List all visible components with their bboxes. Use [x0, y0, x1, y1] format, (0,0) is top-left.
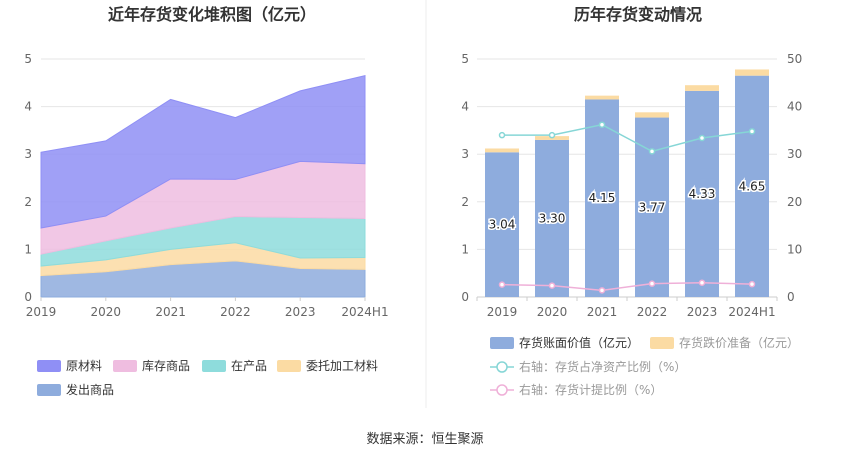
left-x-tick-label: 2023: [285, 305, 316, 319]
legend-swatch: [650, 337, 674, 349]
line-point: [698, 279, 706, 286]
provision-ratio-line: [501, 281, 753, 292]
legend-label: 委托加工材料: [306, 359, 378, 373]
book-value-bar: [635, 117, 669, 297]
right-chart-grid: [477, 58, 777, 298]
right-x-tick-label: 2019: [487, 305, 518, 319]
bar-value-label: 4.65: [739, 179, 766, 193]
left-axis-tick-label: 0: [461, 290, 469, 304]
legend-marker: [496, 361, 508, 373]
right-chart-x-axis: 2019 2020 2021 2022 2023 2024H1: [476, 297, 778, 319]
right-x-tick-label: 2024H1: [728, 305, 775, 319]
right-chart-left-y-axis: 0 1 2 3 4 5: [461, 52, 469, 304]
left-chart-x-axis: 2019 2020 2021 2022 2023 2024H1: [26, 297, 389, 319]
right-chart-legend: 存货账面价值（亿元） 存货跌价准备（亿元） 右轴：存货占净资产比例（%） 右轴：存货计…: [490, 335, 799, 397]
impairment-bar: [585, 95, 619, 100]
right-x-tick-label: 2021: [587, 305, 618, 319]
right-axis-tick-label: 50: [787, 52, 802, 66]
left-y-tick-label: 4: [24, 100, 32, 114]
line-point: [748, 128, 756, 135]
book-value-bar: [485, 152, 519, 297]
book-value-bar: [735, 75, 769, 297]
right-axis-tick-label: 20: [787, 195, 802, 209]
legend-label: 在产品: [231, 359, 267, 373]
bar-value-label: 3.77: [639, 200, 666, 214]
left-axis-tick-label: 4: [461, 100, 469, 114]
legend-marker: [496, 384, 508, 396]
legend-label: 库存商品: [142, 358, 190, 373]
legend-swatch: [113, 360, 137, 372]
legend-swatch: [37, 360, 61, 372]
area-series: [40, 75, 366, 229]
legend-label: 存货跌价准备（亿元）: [679, 335, 799, 350]
line-point: [498, 281, 506, 288]
impairment-bar: [735, 69, 769, 76]
book-value-bar: [685, 90, 719, 297]
impairment-bar: [485, 148, 519, 153]
left-x-tick-label: 2021: [155, 305, 186, 319]
line-point: [598, 287, 606, 294]
right-axis-tick-label: 30: [787, 147, 802, 161]
line-point: [548, 282, 556, 289]
right-chart-title: 历年存货变动情况: [574, 5, 702, 24]
legend-swatch: [490, 337, 514, 349]
bar-value-label: 4.33: [689, 187, 716, 201]
right-chart-lines: [498, 121, 756, 294]
legend-swatch: [37, 384, 61, 396]
right-x-tick-label: 2020: [537, 305, 568, 319]
legend-label: 存货账面价值（亿元）: [519, 335, 639, 350]
impairment-bar: [635, 112, 669, 118]
line-point: [748, 280, 756, 288]
left-x-tick-label: 2024H1: [341, 305, 388, 319]
legend-label: 发出商品: [66, 382, 114, 397]
left-y-tick-label: 5: [24, 52, 32, 66]
legend-swatch: [277, 360, 301, 372]
left-y-tick-label: 3: [24, 147, 32, 161]
legend-label: 右轴：存货计提比例（%）: [519, 382, 662, 397]
right-x-tick-label: 2023: [687, 305, 718, 319]
right-chart-bars: [485, 69, 769, 298]
book-value-bar: [535, 139, 569, 297]
line-point: [648, 148, 656, 155]
line-point: [598, 121, 606, 128]
left-axis-tick-label: 2: [461, 195, 469, 209]
right-axis-tick-label: 0: [787, 290, 795, 304]
line-point: [548, 131, 556, 139]
ratio-to-net-assets-line: [502, 123, 753, 153]
line-point: [498, 131, 506, 139]
left-x-tick-label: 2020: [91, 305, 122, 319]
data-source-note: 数据来源：恒生聚源: [366, 432, 483, 447]
left-axis-tick-label: 1: [461, 242, 469, 256]
legend-label: 原材料: [66, 359, 102, 373]
left-y-tick-label: 2: [24, 195, 32, 209]
left-chart-y-axis: 0 1 2 3 4 5: [24, 52, 32, 304]
legend-label: 右轴：存货占净资产比例（%）: [519, 359, 686, 374]
bar-value-label: 3.04: [489, 218, 516, 232]
right-chart-right-y-axis: 0 10 20 30 40 50: [787, 52, 802, 304]
impairment-bar: [685, 85, 719, 91]
left-y-tick-label: 1: [24, 242, 32, 256]
bar-value-label: 4.15: [589, 191, 616, 205]
legend-swatch: [202, 360, 226, 372]
right-chart-data-labels: 3.04 3.30 4.15 3.77 4.33 4.65: [487, 178, 767, 233]
right-x-tick-label: 2022: [637, 305, 668, 319]
left-y-tick-label: 0: [24, 290, 32, 304]
right-axis-tick-label: 10: [787, 242, 802, 256]
left-x-tick-label: 2019: [26, 305, 57, 319]
bar-value-label: 3.30: [539, 211, 566, 225]
line-point: [648, 280, 656, 287]
right-axis-tick-label: 40: [787, 100, 802, 114]
left-chart-title: 近年存货变化堆积图（亿元）: [108, 5, 316, 24]
left-axis-tick-label: 5: [461, 52, 469, 66]
left-chart-areas: [40, 75, 366, 298]
left-axis-tick-label: 3: [461, 147, 469, 161]
left-x-tick-label: 2022: [220, 305, 251, 319]
book-value-bar: [585, 99, 619, 298]
line-point: [698, 134, 706, 142]
